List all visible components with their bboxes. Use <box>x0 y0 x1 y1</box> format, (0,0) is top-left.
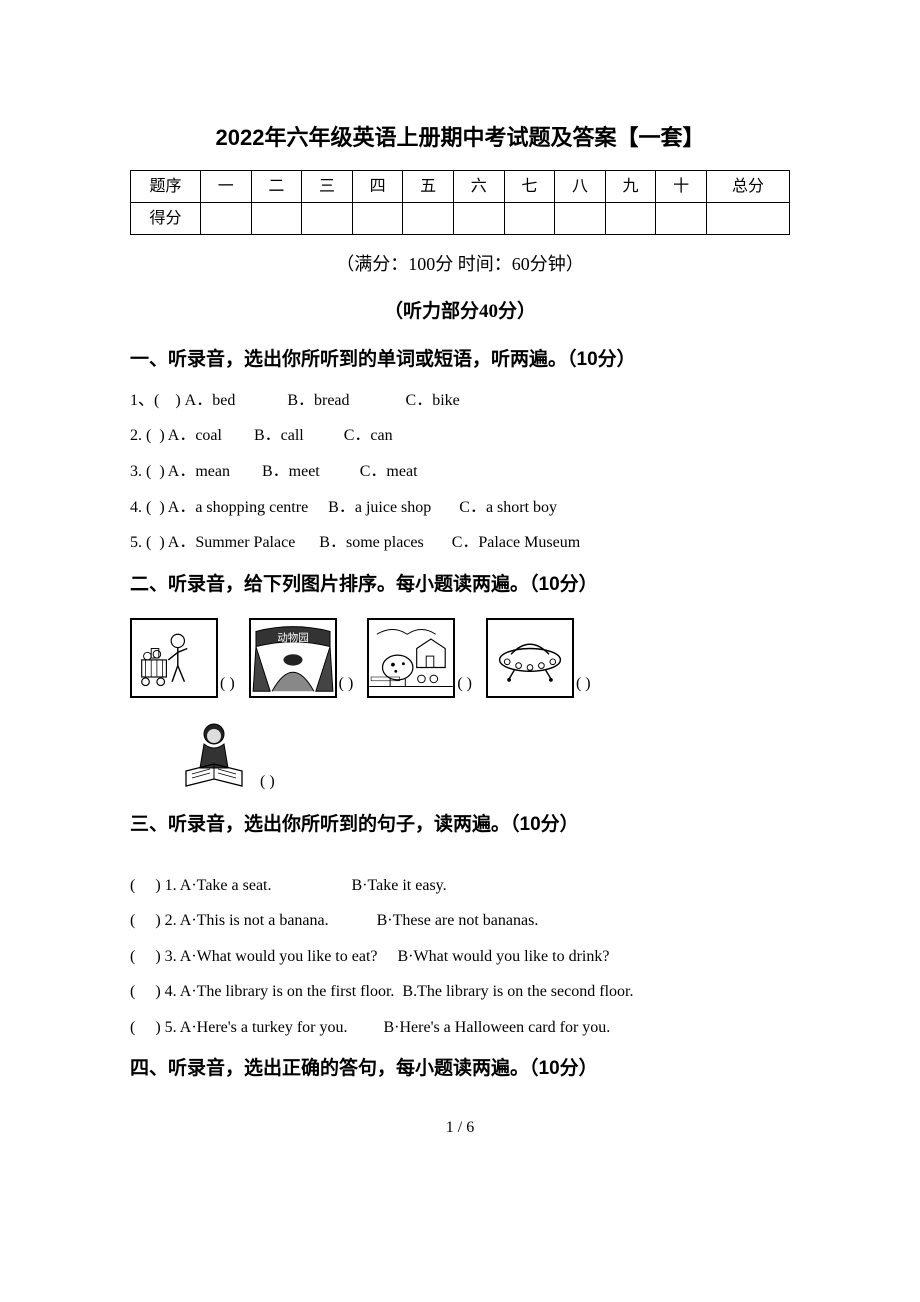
question-3-1: ( ) 1. A·Take a seat. B·Take it easy. <box>130 873 790 899</box>
score-cell[interactable] <box>706 203 789 235</box>
section3-heading: 三、听录音，选出你所听到的句子，读两遍。（10分） <box>130 810 790 840</box>
page-number: 1 / 6 <box>130 1115 790 1141</box>
section2-heading: 二、听录音，给下列图片排序。每小题读两遍。（10分） <box>130 570 790 600</box>
image-caption: ( ) <box>260 769 275 797</box>
table-row: 题序 一 二 三 四 五 六 七 八 九 十 总分 <box>131 171 790 203</box>
question-3: 3. ( ) A．mean B．meet C．meat <box>130 459 790 485</box>
col-header: 四 <box>352 171 403 203</box>
reading-image <box>170 716 258 796</box>
zoo-gate-icon: 动物园 <box>251 620 335 696</box>
col-header: 九 <box>605 171 656 203</box>
image-caption: ( ) <box>220 671 235 699</box>
score-cell[interactable] <box>656 203 707 235</box>
score-cell[interactable] <box>453 203 504 235</box>
image-caption: ( ) <box>576 671 591 699</box>
page-title: 2022年六年级英语上册期中考试题及答案【一套】 <box>130 120 790 155</box>
col-header: 总分 <box>706 171 789 203</box>
col-header: 二 <box>251 171 302 203</box>
score-cell[interactable] <box>605 203 656 235</box>
question-1: 1、( ) A．bed B．bread C．bike <box>130 388 790 414</box>
col-header: 七 <box>504 171 555 203</box>
score-cell[interactable] <box>302 203 353 235</box>
col-header: 十 <box>656 171 707 203</box>
score-table: 题序 一 二 三 四 五 六 七 八 九 十 总分 得分 <box>130 170 790 235</box>
table-row: 得分 <box>131 203 790 235</box>
farm-image <box>367 618 455 698</box>
question-3-3: ( ) 3. A·What would you like to eat? B·W… <box>130 944 790 970</box>
question-2: 2. ( ) A．coal B．call C．can <box>130 423 790 449</box>
col-header: 一 <box>201 171 252 203</box>
image-row-2: ( ) <box>130 716 790 796</box>
question-3-5: ( ) 5. A·Here's a turkey for you. B·Here… <box>130 1015 790 1041</box>
col-header: 八 <box>555 171 606 203</box>
score-cell[interactable] <box>555 203 606 235</box>
col-header: 六 <box>453 171 504 203</box>
shopping-image <box>130 618 218 698</box>
score-cell[interactable] <box>504 203 555 235</box>
score-cell[interactable] <box>352 203 403 235</box>
question-5: 5. ( ) A．Summer Palace B．some places C．P… <box>130 530 790 556</box>
shopping-cart-icon <box>132 620 216 696</box>
image-row-1: ( ) 动物园 ( ) <box>130 618 790 698</box>
image-item: 动物园 ( ) <box>249 618 354 698</box>
section1-heading: 一、听录音，选出你所听到的单词或短语，听两遍。（10分） <box>130 345 790 375</box>
col-header: 五 <box>403 171 454 203</box>
question-4: 4. ( ) A．a shopping centre B．a juice sho… <box>130 495 790 521</box>
image-item: ( ) <box>170 716 275 796</box>
svg-text:动物园: 动物园 <box>277 631 308 644</box>
ufo-image <box>486 618 574 698</box>
question-3-2: ( ) 2. A·This is not a banana. B·These a… <box>130 908 790 934</box>
question-3-4: ( ) 4. A·The library is on the first flo… <box>130 979 790 1005</box>
image-caption: ( ) <box>339 671 354 699</box>
score-cell[interactable] <box>251 203 302 235</box>
listening-section-label: （听力部分40分） <box>130 297 790 327</box>
score-cell[interactable] <box>403 203 454 235</box>
zoo-image: 动物园 <box>249 618 337 698</box>
image-item: ( ) <box>130 618 235 698</box>
image-item: ( ) <box>367 618 472 698</box>
ufo-icon <box>488 620 572 696</box>
image-item: ( ) <box>486 618 591 698</box>
score-cell[interactable] <box>201 203 252 235</box>
reading-icon <box>170 716 258 796</box>
image-caption: ( ) <box>457 671 472 699</box>
row-label: 得分 <box>131 203 201 235</box>
section4-heading: 四、听录音，选出正确的答句，每小题读两遍。（10分） <box>130 1054 790 1084</box>
farm-icon <box>369 620 453 696</box>
row-label: 题序 <box>131 171 201 203</box>
col-header: 三 <box>302 171 353 203</box>
exam-info: （满分：100分 时间：60分钟） <box>130 250 790 279</box>
